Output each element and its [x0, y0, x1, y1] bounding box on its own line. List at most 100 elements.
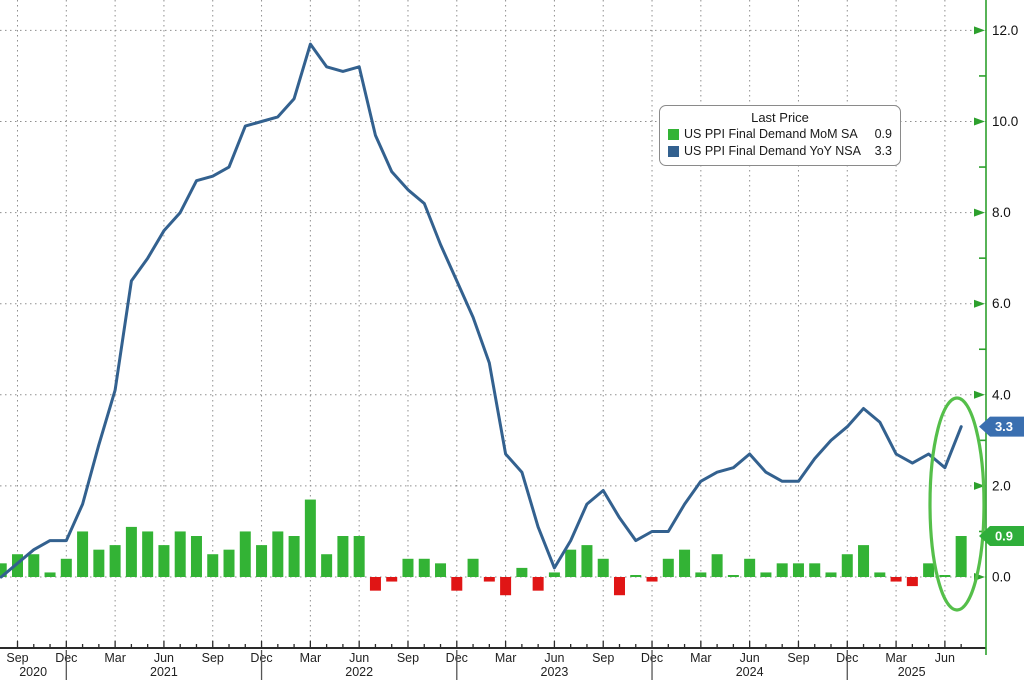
y-tick-arrow-icon [974, 481, 985, 490]
price-tag-value: 3.3 [995, 419, 1013, 434]
mom-bar-2023-08 [581, 545, 593, 577]
price-tag-value: 0.9 [995, 529, 1013, 544]
legend-label-yoy: US PPI Final Demand YoY NSA [684, 144, 861, 158]
mom-bar-2023-05 [532, 577, 544, 591]
mom-bar-2022-06 [353, 536, 365, 577]
mom-bar-2021-06 [158, 545, 170, 577]
mom-bar-2021-12 [256, 545, 268, 577]
mom-bar-2024-10 [809, 563, 821, 577]
year-label: 2023 [541, 665, 569, 679]
x-tick-label: Sep [6, 651, 28, 665]
y-tick-arrow-icon [974, 208, 985, 217]
mom-bar-2022-03 [304, 499, 316, 577]
y-tick-label: 2.0 [992, 478, 1011, 493]
mom-bar-2022-01 [272, 531, 284, 577]
mom-bar-2024-08 [776, 563, 788, 577]
year-label: 2025 [898, 665, 926, 679]
x-tick-label: Mar [300, 651, 322, 665]
mom-bar-2024-01 [662, 558, 674, 577]
mom-bar-2020-10 [28, 554, 40, 577]
mom-bar-2021-11 [239, 531, 251, 577]
legend: Last Price US PPI Final Demand MoM SA 0.… [659, 105, 901, 166]
mom-bar-2020-08 [0, 563, 7, 577]
x-tick-label: Jun [740, 651, 760, 665]
bottom-axis: Sep Dec Mar Jun Sep Dec Mar Jun Sep Dec Mar Jun Sep D… [0, 641, 986, 680]
mom-bar-2023-02 [483, 577, 495, 582]
year-label: 2021 [150, 665, 178, 679]
legend-title: Last Price [751, 110, 809, 125]
mom-bar-2023-07 [565, 549, 577, 577]
x-tick-label: Sep [202, 651, 224, 665]
mom-bar-2024-06 [744, 558, 756, 577]
legend-value-mom: 0.9 [874, 127, 892, 141]
year-label: 2020 [19, 665, 47, 679]
y-tick-label: 4.0 [992, 387, 1011, 402]
x-tick-label: Sep [787, 651, 809, 665]
mom-bar-2022-09 [402, 558, 414, 577]
mom-bar-2024-12 [841, 554, 853, 577]
mom-bar-2022-12 [451, 577, 463, 591]
x-tick-label: Mar [495, 651, 517, 665]
y-tick-label: 12.0 [992, 23, 1018, 38]
mom-bar-2021-07 [174, 531, 186, 577]
price-tag-mom: 0.9 [979, 526, 1024, 547]
mom-bar-2024-05 [727, 575, 739, 577]
mom-bar-2021-10 [223, 549, 235, 577]
y-tick-arrow-icon [974, 299, 985, 308]
x-tick-label: Sep [397, 651, 419, 665]
legend-row-yoy: US PPI Final Demand YoY NSA 3.3 [668, 143, 892, 160]
mom-bar-2024-11 [825, 572, 837, 577]
mom-bar-2023-09 [597, 558, 609, 577]
x-tick-label: Jun [154, 651, 174, 665]
mom-bar-2024-09 [792, 563, 804, 577]
y-tick-label: 8.0 [992, 205, 1011, 220]
x-tick-label: Jun [544, 651, 564, 665]
x-tick-label: Jun [349, 651, 369, 665]
mom-bar-2024-07 [760, 572, 772, 577]
mom-bar-2021-04 [125, 526, 137, 577]
mom-bar-2021-03 [109, 545, 121, 577]
mom-bar-2021-02 [93, 549, 105, 577]
y-tick-arrow-icon [974, 26, 985, 35]
y-tick-label: 6.0 [992, 296, 1011, 311]
year-label: 2022 [345, 665, 373, 679]
mom-bar-2025-07 [955, 536, 967, 577]
mom-bar-2022-10 [418, 558, 430, 577]
mom-bar-2022-07 [369, 577, 381, 591]
mom-bar-2022-02 [288, 536, 300, 577]
mom-bar-2025-04 [906, 577, 918, 587]
mom-bar-2024-02 [679, 549, 691, 577]
x-tick-label: Sep [592, 651, 614, 665]
latest-prints-highlight [928, 396, 986, 612]
mom-bar-2021-01 [77, 531, 89, 577]
mom-bar-2022-11 [435, 563, 447, 577]
mom-series-swatch-icon [668, 129, 679, 140]
mom-bar-2025-06 [939, 575, 951, 577]
mom-bar-2020-11 [44, 572, 56, 577]
highlight-ellipse [928, 396, 986, 612]
mom-bar-2023-10 [613, 577, 625, 596]
yoy-series-swatch-icon [668, 146, 679, 157]
y-tick-arrow-icon [974, 390, 985, 399]
legend-row-mom: US PPI Final Demand MoM SA 0.9 [668, 126, 892, 143]
mom-bar-2023-06 [548, 572, 560, 577]
y-tick-arrow-icon [974, 117, 985, 126]
mom-bar-2024-03 [695, 572, 707, 577]
mom-bar-2023-03 [500, 577, 512, 596]
mom-bar-2020-12 [60, 558, 72, 577]
mom-bar-2021-08 [190, 536, 202, 577]
y-tick-label: 0.0 [992, 570, 1011, 585]
mom-bar-2025-01 [858, 545, 870, 577]
mom-bar-2022-05 [337, 536, 349, 577]
x-tick-label: Mar [104, 651, 126, 665]
mom-bar-2021-05 [142, 531, 154, 577]
mom-bar-2025-05 [923, 563, 935, 577]
x-tick-label: Jun [935, 651, 955, 665]
mom-bar-2023-11 [630, 575, 642, 577]
ppi-mom-bars [0, 499, 967, 596]
year-label: 2024 [736, 665, 764, 679]
mom-bar-2022-08 [386, 577, 398, 582]
ppi-yoy-line [0, 42, 963, 579]
mom-bar-2023-01 [467, 558, 479, 577]
